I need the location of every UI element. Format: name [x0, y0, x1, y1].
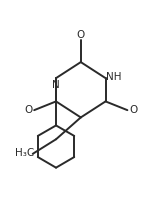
- Text: NH: NH: [106, 72, 121, 82]
- Text: O: O: [77, 30, 85, 40]
- Text: N: N: [52, 80, 60, 90]
- Text: O: O: [24, 105, 32, 115]
- Text: H₃C: H₃C: [15, 148, 34, 158]
- Text: O: O: [129, 105, 137, 115]
